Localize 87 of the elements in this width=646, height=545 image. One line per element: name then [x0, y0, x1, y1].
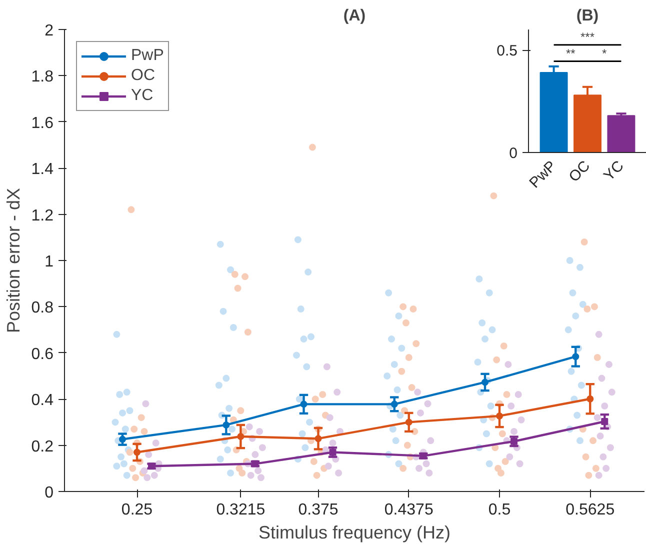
- y-tick-label: 1.2: [31, 207, 54, 224]
- point: [326, 414, 334, 422]
- y-tick-label: 1.6: [31, 114, 54, 132]
- point: [420, 452, 427, 460]
- y-tick-label: 2: [44, 22, 54, 40]
- chart-title: (B): [576, 8, 599, 24]
- point: [252, 451, 259, 458]
- point: [506, 453, 514, 460]
- y-tick-label: 0.2: [31, 438, 54, 456]
- x-tick-label: 0.375: [298, 502, 338, 518]
- point: [606, 444, 614, 452]
- point: [608, 388, 616, 396]
- point: [416, 409, 424, 416]
- annotation: ***: [580, 30, 595, 44]
- point: [390, 400, 398, 408]
- point: [602, 464, 610, 472]
- point: [508, 402, 515, 410]
- point: [252, 460, 259, 468]
- point: [595, 472, 602, 479]
- point: [258, 444, 266, 452]
- point: [324, 462, 332, 470]
- point: [329, 439, 336, 446]
- point: [314, 435, 322, 442]
- point: [601, 402, 608, 410]
- point: [142, 400, 150, 408]
- y-axis-title: Position error - dX: [3, 188, 24, 334]
- legend-label: OC: [131, 67, 155, 85]
- x-tick-label: YC: [600, 157, 628, 184]
- legend-label: YC: [131, 87, 154, 105]
- point: [300, 400, 308, 408]
- x-tick-label: 0.5625: [566, 502, 615, 518]
- y-tick-label: 1: [44, 254, 54, 270]
- point: [414, 388, 422, 396]
- point: [334, 388, 341, 396]
- y-tick-label: 0.8: [31, 300, 54, 317]
- point: [145, 451, 152, 458]
- point: [323, 363, 330, 370]
- x-tick-label: 0.3215: [216, 502, 266, 518]
- y-tick-label: 0: [509, 145, 518, 162]
- y-tick-label: 0.4: [31, 392, 54, 410]
- y-tick-label: 0: [44, 484, 54, 502]
- x-tick-label: 0.4375: [384, 502, 434, 518]
- bar: [607, 115, 636, 152]
- point: [150, 472, 158, 479]
- y-tick-label: 1.8: [31, 68, 54, 86]
- point: [246, 423, 253, 430]
- point: [405, 418, 412, 426]
- x-tick-label: 0.25: [121, 502, 153, 518]
- y-tick-label: 1.4: [31, 161, 54, 178]
- point: [598, 374, 606, 382]
- point: [256, 428, 264, 435]
- point: [422, 460, 430, 468]
- point: [504, 360, 512, 368]
- point: [595, 330, 602, 338]
- point: [482, 378, 488, 386]
- point: [496, 412, 503, 420]
- point: [247, 472, 254, 479]
- x-axis-title: Stimulus frequency (Hz): [258, 522, 451, 542]
- chart-title: (A): [343, 8, 366, 24]
- point: [416, 464, 423, 472]
- point: [594, 414, 601, 422]
- point: [605, 360, 612, 368]
- point: [254, 467, 262, 474]
- point: [510, 428, 518, 435]
- point: [237, 433, 244, 440]
- point: [596, 432, 604, 440]
- point: [424, 400, 432, 408]
- point: [572, 353, 580, 360]
- point: [222, 421, 230, 428]
- point: [516, 460, 524, 468]
- point: [426, 470, 433, 477]
- point: [152, 439, 160, 446]
- point: [134, 448, 140, 456]
- point: [514, 390, 522, 398]
- y-tick-label: 0.6: [31, 346, 54, 363]
- point: [335, 470, 342, 477]
- annotation: **: [566, 46, 576, 60]
- legend-label: PwP: [131, 47, 164, 65]
- point: [518, 416, 525, 424]
- point: [257, 474, 264, 482]
- point: [144, 474, 151, 482]
- point: [600, 453, 607, 460]
- x-tick-label: OC: [566, 157, 594, 186]
- annotation: *: [602, 46, 608, 60]
- point: [140, 467, 148, 474]
- point: [601, 418, 608, 426]
- point: [427, 437, 434, 444]
